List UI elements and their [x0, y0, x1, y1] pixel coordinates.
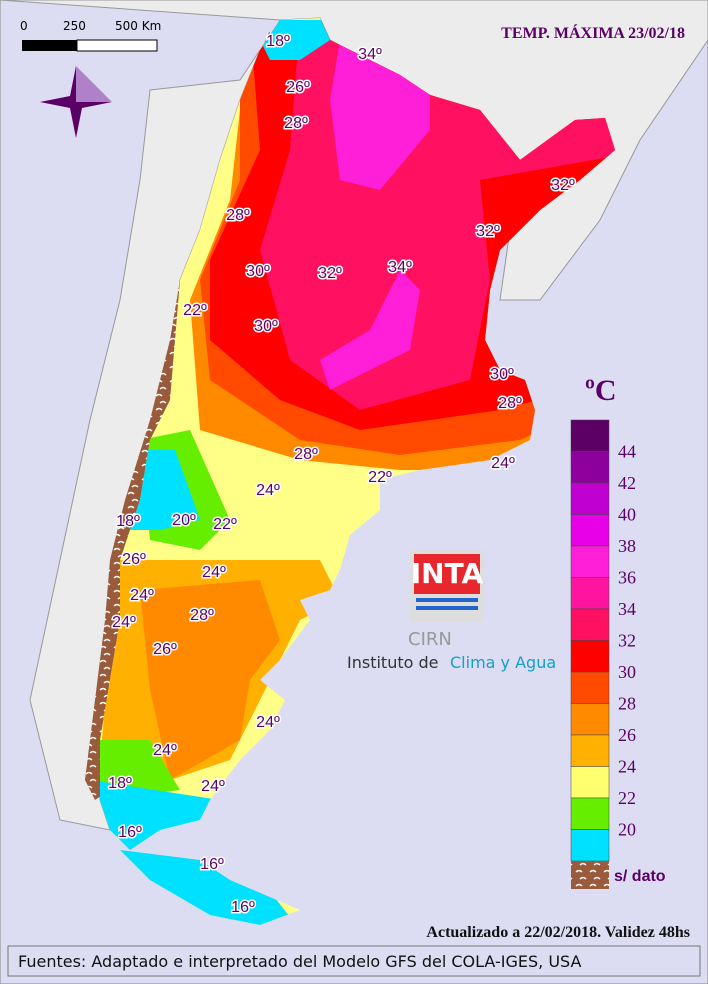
temperature-label: 24º	[256, 482, 280, 499]
temperature-label: 26º	[286, 79, 310, 96]
legend-swatch	[570, 734, 610, 767]
scale-bar: 0 250 500 Km	[20, 19, 161, 52]
legend-swatch	[570, 703, 610, 736]
logo-sub: CIRN	[408, 629, 452, 650]
temperature-label: 24º	[130, 587, 154, 604]
legend-swatch	[570, 640, 610, 673]
legend-label: 24	[618, 757, 636, 777]
temperature-label: 22º	[183, 302, 207, 319]
temperature-label: 18º	[266, 33, 290, 50]
legend-swatch	[570, 608, 610, 641]
scale-label: 250	[63, 19, 86, 33]
temperature-label: 16º	[200, 856, 224, 873]
logo-brand: INTA	[411, 557, 484, 590]
logo-line1: Instituto de	[347, 653, 438, 672]
temperature-label: 24º	[256, 714, 280, 731]
legend-label: 20	[618, 820, 636, 840]
legend-label: 36	[618, 568, 636, 588]
legend-label: 30	[618, 662, 636, 682]
legend-swatch	[570, 419, 610, 452]
logo-line2: Clima y Agua	[450, 653, 556, 672]
temperature-label: 30º	[490, 366, 514, 383]
legend-label: 32	[618, 631, 636, 651]
temperature-label: 24º	[202, 564, 226, 581]
legend-swatch	[570, 545, 610, 578]
map-title: TEMP. MÁXIMA 23/02/18	[501, 23, 685, 42]
legend-label: 42	[618, 473, 636, 493]
temperature-label: 28º	[284, 115, 308, 132]
temperature-label: 32º	[551, 177, 575, 194]
legend-label: 28	[618, 694, 636, 714]
legend-swatch	[570, 671, 610, 704]
legend-swatch	[570, 482, 610, 515]
temperature-label: 32º	[476, 223, 500, 240]
legend-swatch	[570, 797, 610, 830]
temperature-label: 26º	[122, 551, 146, 568]
legend-nodata-label: s/ dato	[614, 868, 666, 885]
temperature-label: 24º	[491, 455, 515, 472]
temperature-label: 16º	[231, 899, 255, 916]
legend-nodata-swatch	[571, 861, 609, 889]
legend-swatch	[570, 451, 610, 484]
temperature-label: 18º	[108, 775, 132, 792]
sources-note: Fuentes: Adaptado e interpretado del Mod…	[18, 952, 581, 971]
temperature-label: 34º	[388, 259, 412, 276]
temperature-label: 20º	[172, 512, 196, 529]
legend-unit: ºC	[585, 374, 617, 407]
temperature-label: 16º	[118, 824, 142, 841]
scale-label: 0	[20, 19, 28, 33]
legend-swatch	[570, 766, 610, 799]
temperature-label: 18º	[116, 513, 140, 530]
temperature-label: 24º	[201, 778, 225, 795]
temperature-label: 28º	[498, 395, 522, 412]
legend-label: 44	[618, 442, 636, 462]
legend-label: 22	[618, 788, 636, 808]
temperature-label: 30º	[254, 318, 278, 335]
compass	[40, 66, 112, 138]
temperature-label: 28º	[190, 607, 214, 624]
temperature-label: 30º	[246, 263, 270, 280]
scale-label: 500 Km	[115, 19, 161, 33]
legend-label: 38	[618, 536, 636, 556]
legend-label: 26	[618, 725, 636, 745]
logo: INTA CIRN Instituto de Clima y Agua	[347, 550, 556, 672]
temperature-label: 24º	[153, 742, 177, 759]
legend-swatch	[570, 577, 610, 610]
temperature-label: 22º	[213, 516, 237, 533]
temperature-label: 28º	[226, 207, 250, 224]
temperature-label: 32º	[318, 265, 342, 282]
updated-note: Actualizado a 22/02/2018. Validez 48hs	[426, 924, 690, 941]
legend-label: 34	[618, 599, 636, 619]
temperature-label: 34º	[358, 46, 382, 63]
temperature-label: 28º	[294, 446, 318, 463]
temperature-label: 26º	[153, 641, 177, 658]
legend-swatch	[570, 514, 610, 547]
temperature-label: 22º	[368, 469, 392, 486]
legend-swatch	[570, 829, 610, 862]
temperature-label: 24º	[112, 614, 136, 631]
legend-label: 40	[618, 505, 636, 525]
